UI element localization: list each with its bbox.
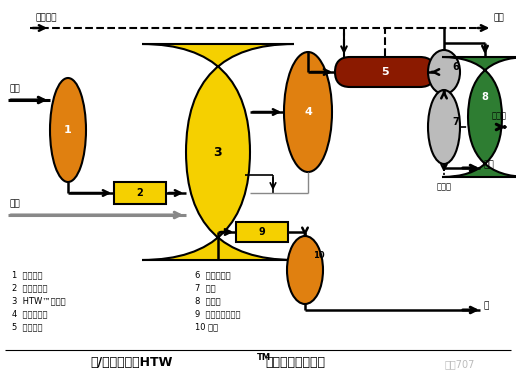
Text: 7  锁斗: 7 锁斗 (195, 283, 216, 292)
Text: 飞灰: 飞灰 (484, 161, 495, 169)
Text: 原料气: 原料气 (492, 111, 507, 120)
Text: 气化工艺流程简图: 气化工艺流程简图 (265, 355, 325, 369)
Text: TM: TM (257, 353, 271, 361)
Text: 化工707: 化工707 (445, 359, 475, 369)
Text: 1: 1 (64, 125, 72, 135)
Text: 10 锁斗: 10 锁斗 (195, 322, 218, 331)
Text: 10: 10 (313, 251, 325, 260)
Text: 2: 2 (137, 188, 143, 198)
Text: 3: 3 (214, 146, 222, 158)
Ellipse shape (287, 236, 323, 304)
Text: 蒸汽: 蒸汽 (494, 13, 505, 22)
Text: 7: 7 (453, 117, 459, 127)
FancyBboxPatch shape (335, 57, 435, 87)
Text: 9: 9 (259, 227, 265, 237)
FancyBboxPatch shape (142, 44, 294, 260)
Text: 2  螺旋进料机: 2 螺旋进料机 (12, 283, 47, 292)
FancyBboxPatch shape (442, 57, 516, 177)
Ellipse shape (428, 50, 460, 94)
Text: 8: 8 (481, 92, 489, 102)
Ellipse shape (50, 78, 86, 182)
Text: 4  旋风分离器: 4 旋风分离器 (12, 309, 47, 318)
Text: 灰: 灰 (484, 302, 489, 310)
Ellipse shape (284, 52, 332, 172)
Bar (114, 182, 166, 204)
Text: 6: 6 (453, 62, 459, 72)
Ellipse shape (428, 90, 460, 164)
Text: 锅炉给水: 锅炉给水 (35, 13, 56, 22)
Text: 洗涤水: 洗涤水 (437, 182, 452, 191)
Text: 图/高温温克勒HTW: 图/高温温克勒HTW (90, 355, 172, 369)
Text: 3  HTW™气化炉: 3 HTW™气化炉 (12, 296, 66, 305)
Text: 5: 5 (381, 67, 389, 77)
Text: 1  进料槽斗: 1 进料槽斗 (12, 270, 42, 279)
Bar (236, 222, 288, 242)
Text: 8  洗涤塔: 8 洗涤塔 (195, 296, 221, 305)
Text: 进料: 进料 (10, 84, 21, 93)
Text: 5  余热锅炉: 5 余热锅炉 (12, 322, 42, 331)
Text: 4: 4 (304, 107, 312, 117)
Text: 6  陶瓷过滤器: 6 陶瓷过滤器 (195, 270, 231, 279)
Text: 9  螺旋冷却输送机: 9 螺旋冷却输送机 (195, 309, 240, 318)
Text: 氢气: 氢气 (10, 199, 21, 208)
